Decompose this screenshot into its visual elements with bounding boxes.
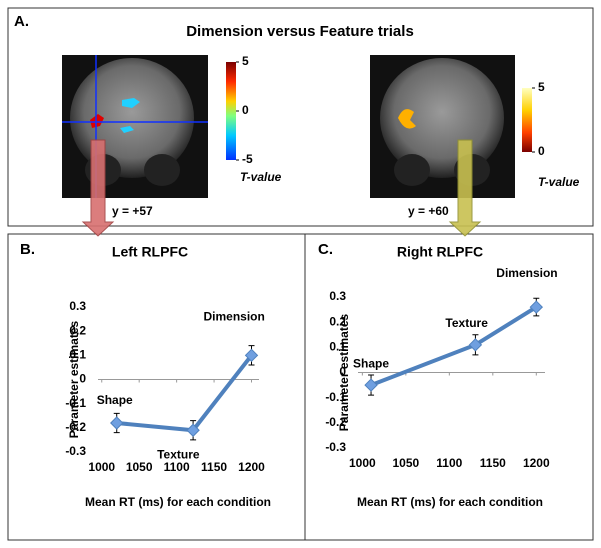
chart-title: Left RLPFC — [112, 244, 188, 260]
panel-a-frame — [7, 7, 594, 227]
colorbar-label: T-value — [240, 170, 282, 184]
marker — [110, 416, 124, 430]
point-label: Texture — [157, 447, 200, 461]
x-axis-label: Mean RT (ms) for each condition — [85, 495, 271, 509]
arrow — [81, 139, 115, 237]
x-tick-label: 1100 — [164, 460, 190, 474]
colorbar-tick-label: -5 — [242, 152, 253, 166]
y-tick-label: -0.3 — [325, 440, 346, 454]
y-tick-label: 0.2 — [329, 314, 346, 328]
y-axis-label: Parameter estimates — [67, 320, 81, 438]
y-tick-label: 0.1 — [329, 340, 346, 354]
panel-label: C. — [318, 241, 333, 258]
point-label: Dimension — [204, 310, 265, 324]
x-tick-label: 1150 — [480, 456, 506, 470]
x-tick-label: 1100 — [436, 456, 462, 470]
y-tick-label: -0.1 — [325, 390, 346, 404]
marker — [364, 378, 378, 392]
x-tick-label: 1200 — [523, 456, 550, 470]
slice-label: y = +57 — [112, 204, 153, 218]
point-label: Shape — [97, 393, 133, 407]
x-tick-label: 1000 — [349, 456, 376, 470]
x-tick-label: 1000 — [88, 460, 115, 474]
y-tick-label: 0.3 — [69, 299, 86, 313]
panel-b-frame — [7, 233, 306, 541]
y-tick-label: -0.3 — [65, 444, 86, 458]
marker — [244, 348, 259, 363]
colorbar-tick-label: 5 — [242, 54, 249, 68]
arrow — [448, 139, 482, 237]
point-label: Texture — [445, 316, 488, 330]
brain-image-right — [370, 55, 515, 198]
x-tick-label: 1050 — [126, 460, 153, 474]
panel-label: A. — [14, 13, 29, 30]
y-tick-label: 0.3 — [329, 289, 346, 303]
colorbar-label: T-value — [538, 175, 580, 189]
x-axis-label: Mean RT (ms) for each condition — [357, 495, 543, 509]
brain-image-left — [62, 55, 208, 198]
panel-c-frame — [304, 233, 594, 541]
x-tick-label: 1200 — [238, 460, 265, 474]
marker — [529, 300, 544, 314]
panel-title: Dimension versus Feature trials — [186, 23, 414, 40]
colorbar-tick-label: 5 — [538, 80, 545, 94]
y-tick-label: 0 — [79, 372, 86, 386]
y-tick-label: -0.1 — [65, 396, 86, 410]
slice-label: y = +60 — [408, 204, 449, 218]
marker — [186, 423, 200, 437]
panel-label: B. — [20, 241, 35, 258]
x-tick-label: 1050 — [392, 456, 419, 470]
y-tick-label: -0.2 — [325, 415, 346, 429]
colorbar — [522, 88, 532, 152]
chart-title: Right RLPFC — [397, 244, 483, 260]
y-tick-label: 0.1 — [69, 348, 86, 362]
line — [116, 354, 254, 433]
y-axis-label: Parameter estimates — [337, 313, 351, 431]
colorbar — [226, 62, 236, 160]
point-label: Dimension — [496, 266, 557, 280]
colorbar-tick-label: 0 — [538, 144, 545, 158]
marker — [468, 338, 483, 352]
y-tick-label: -0.2 — [65, 420, 86, 434]
colorbar-tick-label: 0 — [242, 103, 249, 117]
y-tick-label: 0 — [339, 365, 346, 379]
y-tick-label: 0.2 — [69, 323, 86, 337]
x-tick-label: 1150 — [201, 460, 227, 474]
point-label: Shape — [353, 356, 389, 370]
